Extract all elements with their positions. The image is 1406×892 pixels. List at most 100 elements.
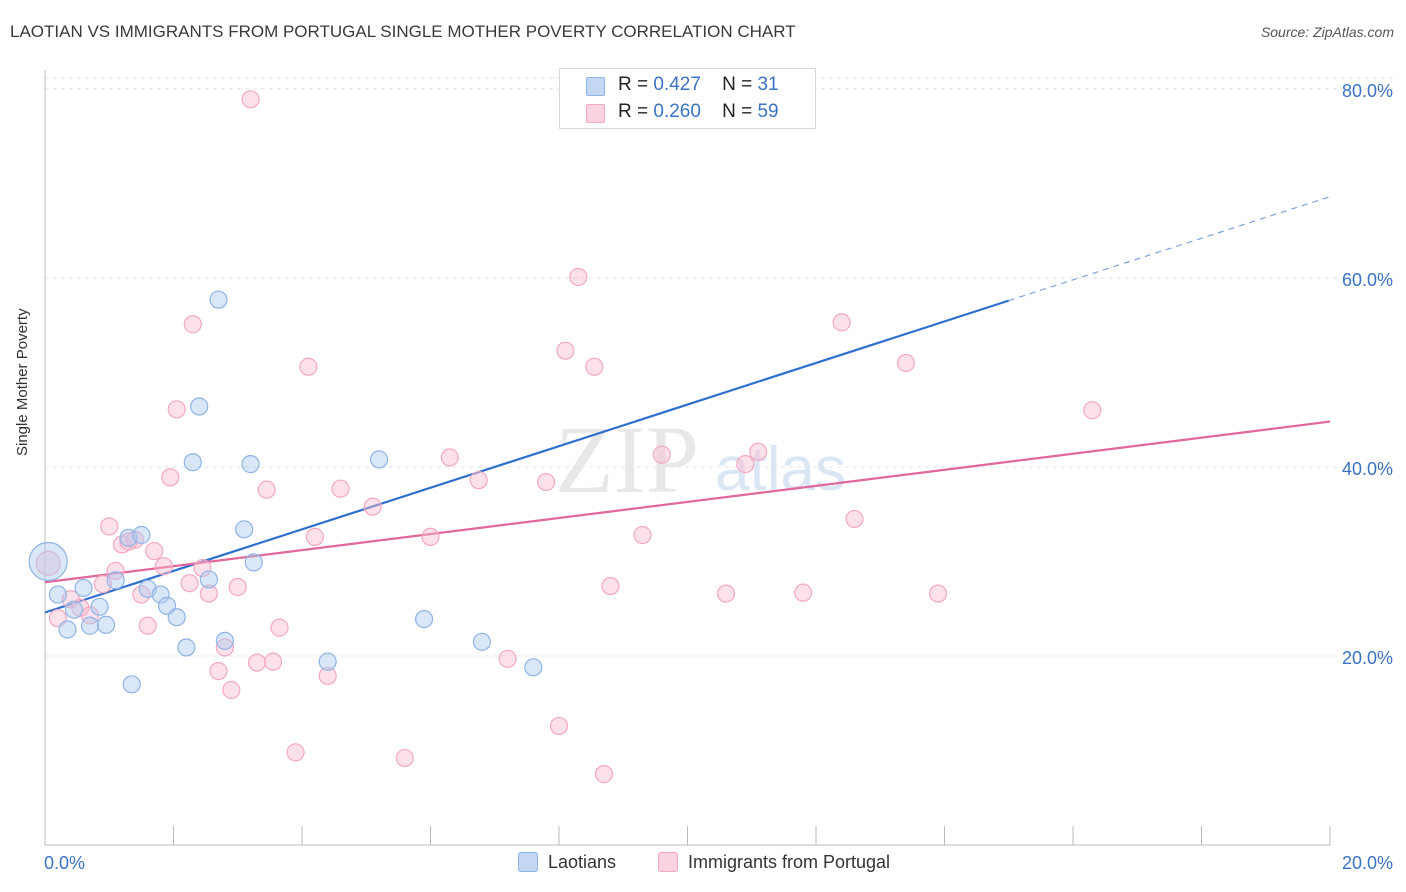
r-value: 0.260 — [653, 101, 701, 122]
data-points — [28, 90, 1102, 784]
portugal-point — [71, 598, 90, 617]
laotians-point — [318, 652, 337, 671]
portugal-point — [569, 267, 588, 287]
portugal-point — [35, 550, 61, 576]
laotians-point — [96, 615, 116, 634]
laotians-point — [215, 631, 234, 650]
portugal-point — [154, 557, 173, 576]
portugal-point — [652, 445, 671, 464]
y-tick-label: 60.0% — [1342, 270, 1393, 290]
n-value: 59 — [757, 101, 779, 122]
laotians-point — [28, 541, 68, 582]
laotians-legend-label: Laotians — [548, 852, 617, 872]
portugal-point — [594, 765, 614, 784]
laotians-point — [90, 597, 109, 616]
portugal-legend-swatch — [658, 852, 678, 872]
portugal-point — [145, 541, 164, 561]
y-tick-label: 20.0% — [1342, 648, 1393, 668]
trend-lines — [44, 196, 1331, 614]
portugal-point — [585, 357, 604, 376]
laotians-point — [74, 578, 93, 598]
portugal-swatch — [586, 104, 605, 123]
source-label: Source: ZipAtlas.com — [1260, 24, 1394, 40]
portugal-point — [633, 525, 652, 545]
portugal-point — [896, 353, 916, 373]
portugal-point — [749, 442, 768, 461]
portugal-point — [167, 400, 186, 419]
portugal-point — [556, 341, 575, 360]
portugal-point — [331, 479, 350, 498]
portugal-point — [469, 471, 488, 490]
portugal-point — [832, 313, 851, 332]
portugal-point — [263, 652, 283, 671]
laotians-point — [132, 525, 151, 545]
portugal-point — [537, 472, 556, 492]
y-axis-label: Single Mother Poverty — [14, 308, 31, 456]
portugal-point — [209, 661, 228, 681]
stats-legend: R = 0.427 N = 31 R = 0.260 N = 59 — [559, 68, 816, 129]
gridlines — [45, 77, 1393, 657]
laotians-point — [370, 450, 389, 469]
portugal-point — [299, 357, 318, 376]
laotians-point — [244, 553, 263, 572]
legend-item-laotians[interactable]: Laotians — [518, 852, 616, 873]
laotians-point — [48, 585, 67, 604]
laotians-point — [167, 608, 186, 627]
portugal-point — [928, 584, 948, 603]
y-tick-label: 80.0% — [1342, 81, 1393, 101]
portugal-point — [183, 315, 202, 334]
portugal-point — [247, 653, 267, 672]
portugal-point — [395, 748, 414, 768]
portugal-point — [193, 558, 212, 578]
portugal-point — [794, 583, 813, 602]
laotians-legend-swatch — [518, 852, 538, 872]
portugal-point — [241, 90, 260, 109]
tick-labels: 20.0% 40.0% 60.0% 80.0% 0.0% 20.0% — [44, 81, 1393, 873]
y-tick-label: 40.0% — [1342, 459, 1393, 479]
laotians-swatch — [586, 77, 605, 96]
x-tick-label: 0.0% — [44, 853, 85, 873]
portugal-point — [305, 527, 324, 546]
n-value: 31 — [757, 74, 779, 95]
r-value: 0.427 — [653, 74, 701, 95]
laotians-point — [58, 620, 77, 639]
portugal-legend-label: Immigrants from Portugal — [688, 852, 891, 872]
laotians-point — [414, 610, 434, 629]
n-label: N = — [722, 101, 753, 122]
axes — [44, 70, 1331, 846]
laotians-point — [177, 638, 196, 657]
laotians-point — [209, 290, 228, 309]
chart-title: LAOTIAN VS IMMIGRANTS FROM PORTUGAL SING… — [10, 22, 796, 41]
portugal-point — [363, 497, 382, 516]
portugal-point — [257, 480, 276, 499]
portugal-point — [215, 638, 234, 657]
portugal-point — [222, 680, 241, 700]
x-tick-label: 20.0% — [1342, 853, 1393, 873]
watermark: ZIP atlas — [555, 406, 846, 513]
laotians-point — [524, 658, 543, 677]
portugal-point — [845, 509, 864, 529]
n-label: N = — [722, 74, 753, 95]
portugal-point — [138, 616, 157, 635]
laotians-point — [472, 632, 491, 651]
portugal-point — [736, 455, 755, 474]
portugal-point — [421, 527, 440, 546]
portugal-point — [1083, 401, 1102, 420]
portugal-point — [199, 584, 218, 603]
laotians-point — [190, 397, 209, 416]
portugal-point — [286, 743, 305, 762]
legend-item-portugal[interactable]: Immigrants from Portugal — [658, 852, 890, 873]
portugal-point — [601, 576, 620, 596]
portugal-point — [549, 716, 569, 736]
portugal-point — [228, 577, 247, 597]
r-label: R = — [618, 74, 649, 95]
portugal-point — [716, 584, 736, 603]
portugal-point — [180, 574, 199, 593]
laotians-point — [235, 520, 254, 539]
portugal-point — [270, 618, 289, 637]
laotians-point — [151, 585, 170, 604]
laotians-trend-extension — [1008, 196, 1331, 302]
laotians-point — [64, 600, 84, 619]
portugal-point — [318, 666, 337, 685]
